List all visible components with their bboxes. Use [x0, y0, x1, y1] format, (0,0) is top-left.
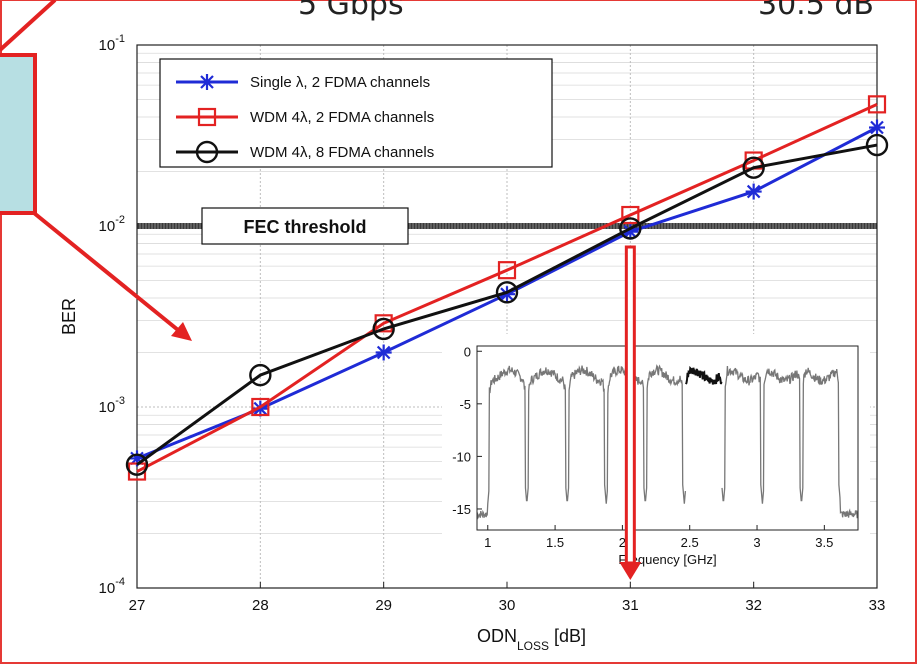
data-point-asterisk [499, 286, 515, 303]
annotation-arrowhead [171, 322, 192, 341]
callout-box [0, 53, 37, 215]
x-tick-label: 28 [252, 597, 269, 614]
data-point-circle [125, 453, 149, 476]
data-point-circle [865, 133, 889, 157]
threshold-arrowhead [619, 562, 642, 580]
inset-y-tick-label: -5 [459, 397, 471, 412]
inset-x-tick-label: 2 [619, 535, 626, 550]
inset-x-axis-label: Frequency [GHz] [618, 552, 716, 567]
asterisk-stroke [746, 184, 761, 199]
y-tick-label: 10-4 [99, 576, 125, 597]
threshold-arrow-shaft [624, 245, 636, 565]
data-point-asterisk [375, 344, 392, 361]
asterisk-stroke [376, 345, 391, 360]
data-point-asterisk [199, 74, 215, 90]
y-tick-label: 10-1 [99, 33, 125, 54]
data-point-square [867, 95, 887, 114]
y-tick-label: 10-3 [99, 395, 125, 416]
inset-y-tick-label: -15 [452, 502, 471, 517]
x-tick-label: 32 [745, 597, 762, 614]
inset-x-tick-label: 1 [484, 535, 491, 550]
inset-x-tick-label: 1.5 [546, 535, 564, 550]
asterisk-stroke [870, 120, 884, 135]
legend-entry: WDM 4λ, 8 FDMA channels [250, 144, 434, 161]
data-point-circle [249, 363, 272, 387]
x-axis-label: ODNLOSS [dB] [477, 626, 586, 653]
series-line-3 [136, 143, 878, 466]
data-point-circle [495, 281, 519, 304]
legend-entry: WDM 4λ, 2 FDMA channels [250, 109, 434, 126]
x-tick-label: 33 [869, 597, 886, 614]
data-point-circle [742, 156, 765, 179]
data-point-asterisk [869, 119, 885, 136]
x-tick-label: 29 [375, 597, 392, 614]
asterisk-stroke [200, 75, 214, 89]
inset-border [476, 345, 859, 531]
data-point-circle [619, 217, 642, 240]
legend-box [159, 58, 553, 168]
x-tick-label: 27 [129, 597, 146, 614]
inset-x-tick-label: 2.5 [681, 535, 699, 550]
fec-threshold-line [137, 223, 877, 229]
spectrum-trace-highlight [685, 365, 723, 385]
data-point-square [497, 261, 517, 280]
x-tick-label: 31 [622, 597, 639, 614]
fec-threshold-label-box [201, 207, 409, 245]
x-tick-label: 30 [499, 597, 516, 614]
top-text-left: 5 Gbps [298, 0, 404, 22]
annotation-arrow-line [32, 211, 180, 332]
spectrum-trace [721, 365, 859, 519]
callout-pointer-line [0, 0, 57, 52]
inset-y-tick-label: 0 [464, 344, 471, 359]
legend-entry: Single λ, 2 FDMA channels [250, 74, 430, 91]
data-point-asterisk [745, 183, 762, 200]
inset-x-tick-label: 3 [753, 535, 760, 550]
inset-x-tick-label: 3.5 [815, 535, 833, 550]
fec-threshold-label: FEC threshold [243, 217, 366, 237]
data-point-square [621, 205, 640, 225]
legend: Single λ, 2 FDMA channels WDM 4λ, 2 FDMA … [159, 58, 553, 168]
y-axis-label: BER [59, 298, 79, 335]
data-point-circle [372, 317, 395, 341]
data-point-square [251, 397, 270, 417]
y-tick-label: 10-2 [99, 214, 125, 235]
top-text-right: 30.5 dB [758, 0, 874, 22]
spectrum-trace [476, 364, 687, 520]
data-point-square [197, 107, 217, 127]
data-point-circle [195, 140, 219, 164]
inset-y-tick-label: -10 [452, 449, 471, 464]
series-line-2 [136, 102, 878, 473]
